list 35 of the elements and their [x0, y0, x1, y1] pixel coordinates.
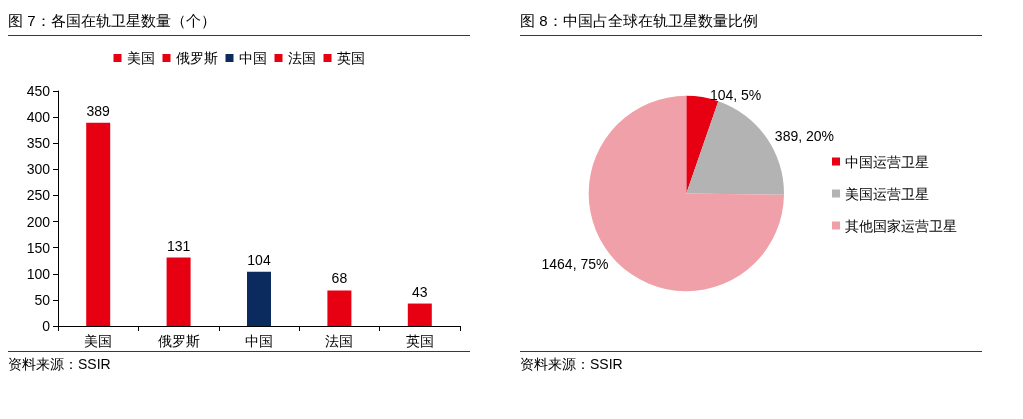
legend-label: 俄罗斯	[175, 50, 218, 66]
y-tick-label: 100	[26, 265, 51, 282]
y-tick-label: 50	[34, 291, 51, 308]
legend-label: 其他国家运营卫星	[845, 217, 957, 234]
y-tick-label: 200	[26, 213, 51, 230]
y-tick-label: 150	[26, 239, 51, 256]
legend-label: 中国运营卫星	[845, 153, 929, 170]
y-tick-label: 250	[26, 187, 51, 204]
legend-label: 英国	[336, 50, 365, 66]
y-tick-label: 0	[42, 318, 51, 334]
data-label: 104, 5%	[709, 87, 762, 104]
y-tick-label: 400	[26, 109, 51, 126]
legend-label: 美国	[126, 50, 155, 66]
legend-label: 中国	[238, 50, 267, 66]
data-label: 104	[247, 251, 271, 268]
y-tick-label: 450	[26, 83, 51, 99]
data-label: 389	[86, 102, 111, 119]
y-tick-label: 350	[26, 135, 51, 152]
data-label: 389, 20%	[774, 128, 835, 145]
x-tick-label: 法国	[325, 333, 354, 349]
data-label: 131	[166, 237, 191, 254]
x-tick-label: 中国	[245, 333, 273, 349]
data-label: 1464, 75%	[541, 255, 609, 272]
legend-label: 法国	[287, 50, 316, 66]
text: 资料来源：SSIR	[8, 356, 112, 374]
data-label: 43	[412, 283, 428, 300]
x-tick-label: 英国	[405, 333, 434, 349]
y-tick-label: 300	[26, 161, 51, 178]
chart-title: 图 7：各国在轨卫星数量（个）	[8, 8, 470, 36]
legend-label: 美国运营卫星	[845, 185, 929, 202]
x-tick-label: 美国	[84, 333, 113, 349]
data-label: 68	[331, 270, 348, 287]
chart-title: 图 8：中国占全球在轨卫星数量比例	[520, 8, 982, 36]
x-tick-label: 俄罗斯	[157, 333, 200, 349]
text: 资料来源：SSIR	[520, 356, 624, 374]
